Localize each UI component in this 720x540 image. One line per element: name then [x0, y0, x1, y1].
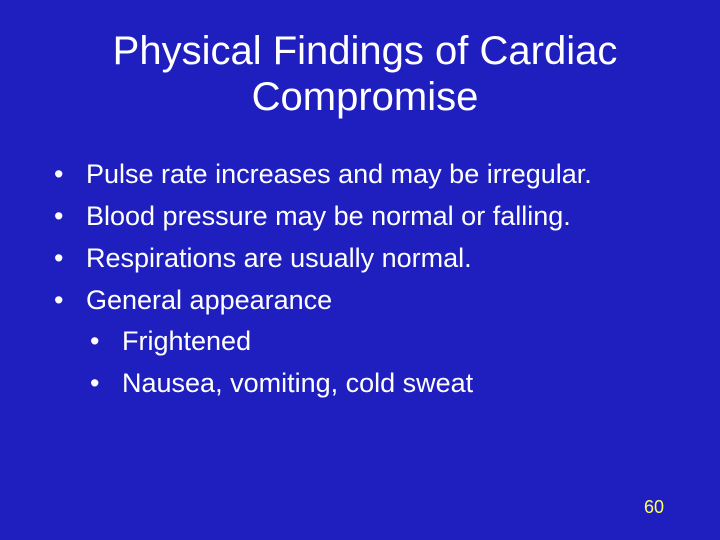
sub-bullet-item: Frightened	[86, 321, 680, 363]
bullet-text: General appearance	[86, 285, 332, 315]
bullet-item: Respirations are usually normal.	[50, 238, 680, 280]
sub-bullet-text: Frightened	[122, 326, 251, 356]
sub-bullet-item: Nausea, vomiting, cold sweat	[86, 363, 680, 405]
bullet-text: Blood pressure may be normal or falling.	[86, 201, 571, 231]
sub-bullet-text: Nausea, vomiting, cold sweat	[122, 368, 473, 398]
slide: Physical Findings of Cardiac Compromise …	[0, 0, 720, 540]
bullet-list: Pulse rate increases and may be irregula…	[50, 154, 680, 405]
bullet-item: General appearance Frightened Nausea, vo…	[50, 280, 680, 406]
bullet-text: Respirations are usually normal.	[86, 243, 472, 273]
bullet-item: Pulse rate increases and may be irregula…	[50, 154, 680, 196]
slide-title: Physical Findings of Cardiac Compromise	[50, 28, 680, 120]
bullet-text: Pulse rate increases and may be irregula…	[86, 159, 592, 189]
bullet-item: Blood pressure may be normal or falling.	[50, 196, 680, 238]
sub-bullet-list: Frightened Nausea, vomiting, cold sweat	[86, 321, 680, 405]
page-number: 60	[644, 497, 664, 518]
